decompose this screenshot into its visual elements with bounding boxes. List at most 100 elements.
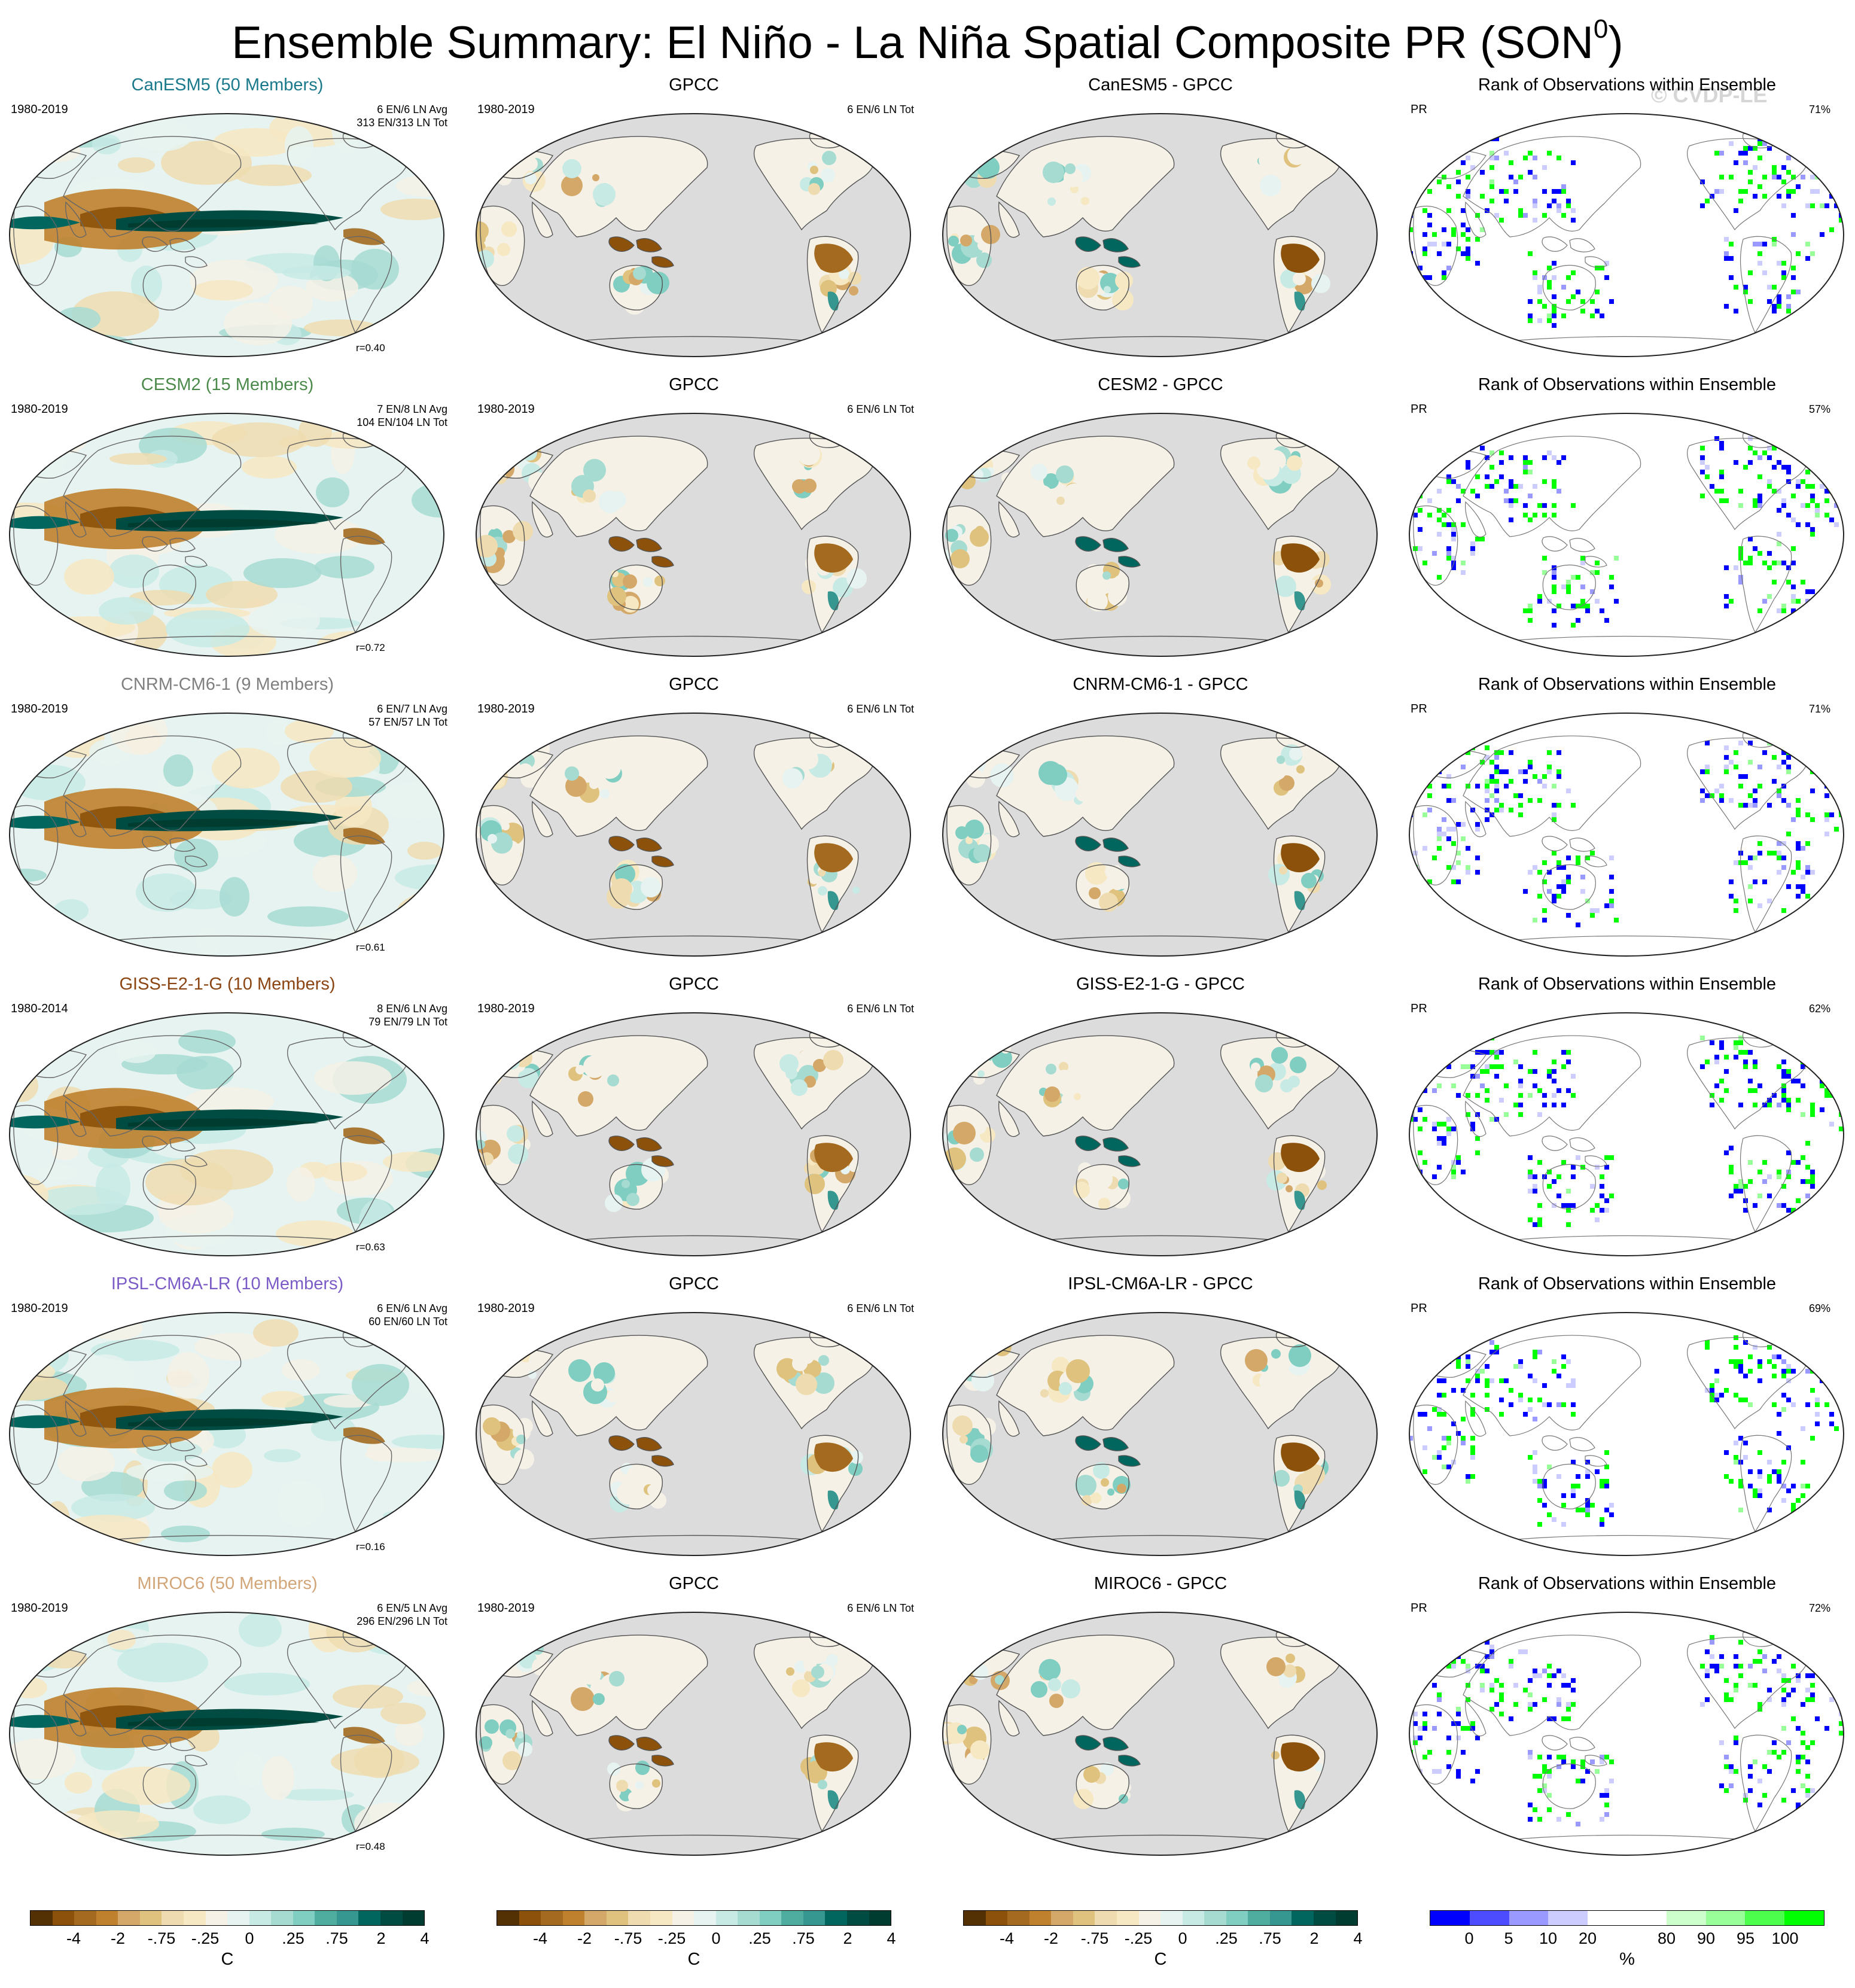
rank-cell xyxy=(1753,1488,1757,1493)
land-anomaly-patch xyxy=(1044,1086,1060,1102)
rank-cell xyxy=(1552,1103,1557,1107)
rank-cell xyxy=(1456,1160,1461,1165)
colorbar-tick-label: .25 xyxy=(282,1929,304,1947)
rank-cell xyxy=(1547,750,1552,755)
rank-cell xyxy=(1547,1402,1552,1407)
rank-cell xyxy=(1542,556,1547,561)
rank-cell xyxy=(1485,1383,1490,1388)
rank-cell xyxy=(1547,1769,1552,1774)
rank-cell xyxy=(1748,1088,1753,1093)
colorbar-tick-label: 10 xyxy=(1539,1929,1558,1947)
rank-cell xyxy=(1743,803,1748,808)
rank-cell xyxy=(1834,203,1839,208)
rank-cell xyxy=(1552,570,1557,575)
rank-cell xyxy=(1777,1474,1781,1479)
rank-cell xyxy=(1475,136,1480,141)
coastline-india xyxy=(65,800,87,838)
rank-cell xyxy=(1714,788,1719,793)
rank-cell xyxy=(1786,1208,1791,1213)
rank-cell xyxy=(1571,604,1576,608)
rank-cell xyxy=(1781,1702,1786,1707)
rank-cell xyxy=(1513,1683,1518,1688)
rank-cell xyxy=(1767,565,1772,570)
land-asia xyxy=(530,436,708,537)
rank-cell xyxy=(1786,1678,1791,1683)
colorbar-strip xyxy=(1430,1910,1824,1926)
rank-cell xyxy=(1724,1692,1729,1697)
rank-cell xyxy=(1781,1359,1786,1364)
south-america-anomaly xyxy=(1281,1442,1320,1472)
obs-title: GPCC xyxy=(669,1574,719,1593)
rank-cell xyxy=(1580,604,1585,608)
rank-cell xyxy=(1485,455,1490,460)
rank-cell xyxy=(1437,1455,1442,1460)
map-diff-GISS-E2-1-G xyxy=(942,1012,1378,1256)
land-anomaly-patch xyxy=(802,580,816,594)
rank-cell xyxy=(1528,460,1533,465)
rank-cell xyxy=(1580,599,1585,604)
rank-cell xyxy=(1757,1493,1762,1498)
map-border xyxy=(9,413,444,657)
rank-cell xyxy=(1729,1479,1734,1484)
map-panel-diff: MIROC6 - GPCC xyxy=(933,1564,1388,1864)
rank-cell xyxy=(1528,1702,1533,1707)
rank-cell xyxy=(1537,1203,1542,1208)
rank-cell xyxy=(1480,537,1485,541)
rank-cell xyxy=(1528,1155,1533,1160)
rank-cell xyxy=(1762,175,1767,179)
rank-cell xyxy=(1537,503,1542,508)
rank-cell xyxy=(1470,1436,1475,1441)
colorbar-strip xyxy=(30,1910,425,1926)
rank-cell xyxy=(1805,1194,1810,1198)
rank-cell xyxy=(1451,1664,1456,1669)
rank-cell xyxy=(1552,1093,1557,1098)
rank-cell xyxy=(1738,784,1743,788)
rank-cell xyxy=(1413,1692,1418,1697)
land-anomaly-patch xyxy=(568,1359,591,1382)
rank-cell xyxy=(1490,179,1494,184)
rank-cell xyxy=(1475,856,1480,860)
land-anomaly-patch xyxy=(593,183,616,206)
rank-cell xyxy=(1738,741,1743,745)
rank-cell xyxy=(1757,503,1762,508)
rank-cell xyxy=(1805,1697,1810,1702)
period-label: 1980-2019 xyxy=(11,403,68,416)
rank-cell xyxy=(1738,1364,1743,1369)
rank-cell xyxy=(1781,203,1786,208)
rank-cell xyxy=(1791,275,1796,280)
map-background xyxy=(1409,1013,1844,1256)
anomaly-blob xyxy=(404,321,440,351)
map-border xyxy=(942,113,1378,357)
rank-cell xyxy=(1528,517,1533,522)
rank-cell xyxy=(1485,808,1490,812)
rank-cell xyxy=(1413,446,1418,450)
coastline-seasia xyxy=(1542,536,1607,568)
map-canvas xyxy=(475,712,912,957)
rank-cell xyxy=(1542,165,1547,170)
rank-cell xyxy=(1743,465,1748,470)
rank-cell xyxy=(1805,1788,1810,1793)
colorbar-swatch xyxy=(869,1911,891,1925)
map-canvas xyxy=(1408,712,1845,957)
land-anomaly-patch xyxy=(839,269,849,279)
rank-cell xyxy=(1753,165,1757,170)
rank-cell xyxy=(1427,774,1432,779)
rank-cell xyxy=(1557,1702,1561,1707)
rank-variable: PR xyxy=(1411,403,1427,416)
rank-cell xyxy=(1791,599,1796,604)
rank-cell xyxy=(1590,313,1595,318)
rank-cell xyxy=(1824,1374,1829,1378)
rank-cell xyxy=(1566,875,1571,879)
rank-cell xyxy=(1557,1374,1561,1378)
colorbar-swatch xyxy=(293,1911,315,1925)
map-canvas xyxy=(475,412,912,657)
rank-cell xyxy=(1409,1692,1413,1697)
coastline-asia xyxy=(63,735,242,837)
rank-cell xyxy=(1437,1378,1442,1383)
obs-period-label: 1980-2019 xyxy=(477,103,535,116)
rank-cell xyxy=(1724,1069,1729,1074)
rank-cell xyxy=(1719,1040,1724,1045)
rank-cell xyxy=(1480,1036,1485,1040)
rank-cell xyxy=(1604,1484,1609,1488)
rank-cell xyxy=(1772,1402,1777,1407)
